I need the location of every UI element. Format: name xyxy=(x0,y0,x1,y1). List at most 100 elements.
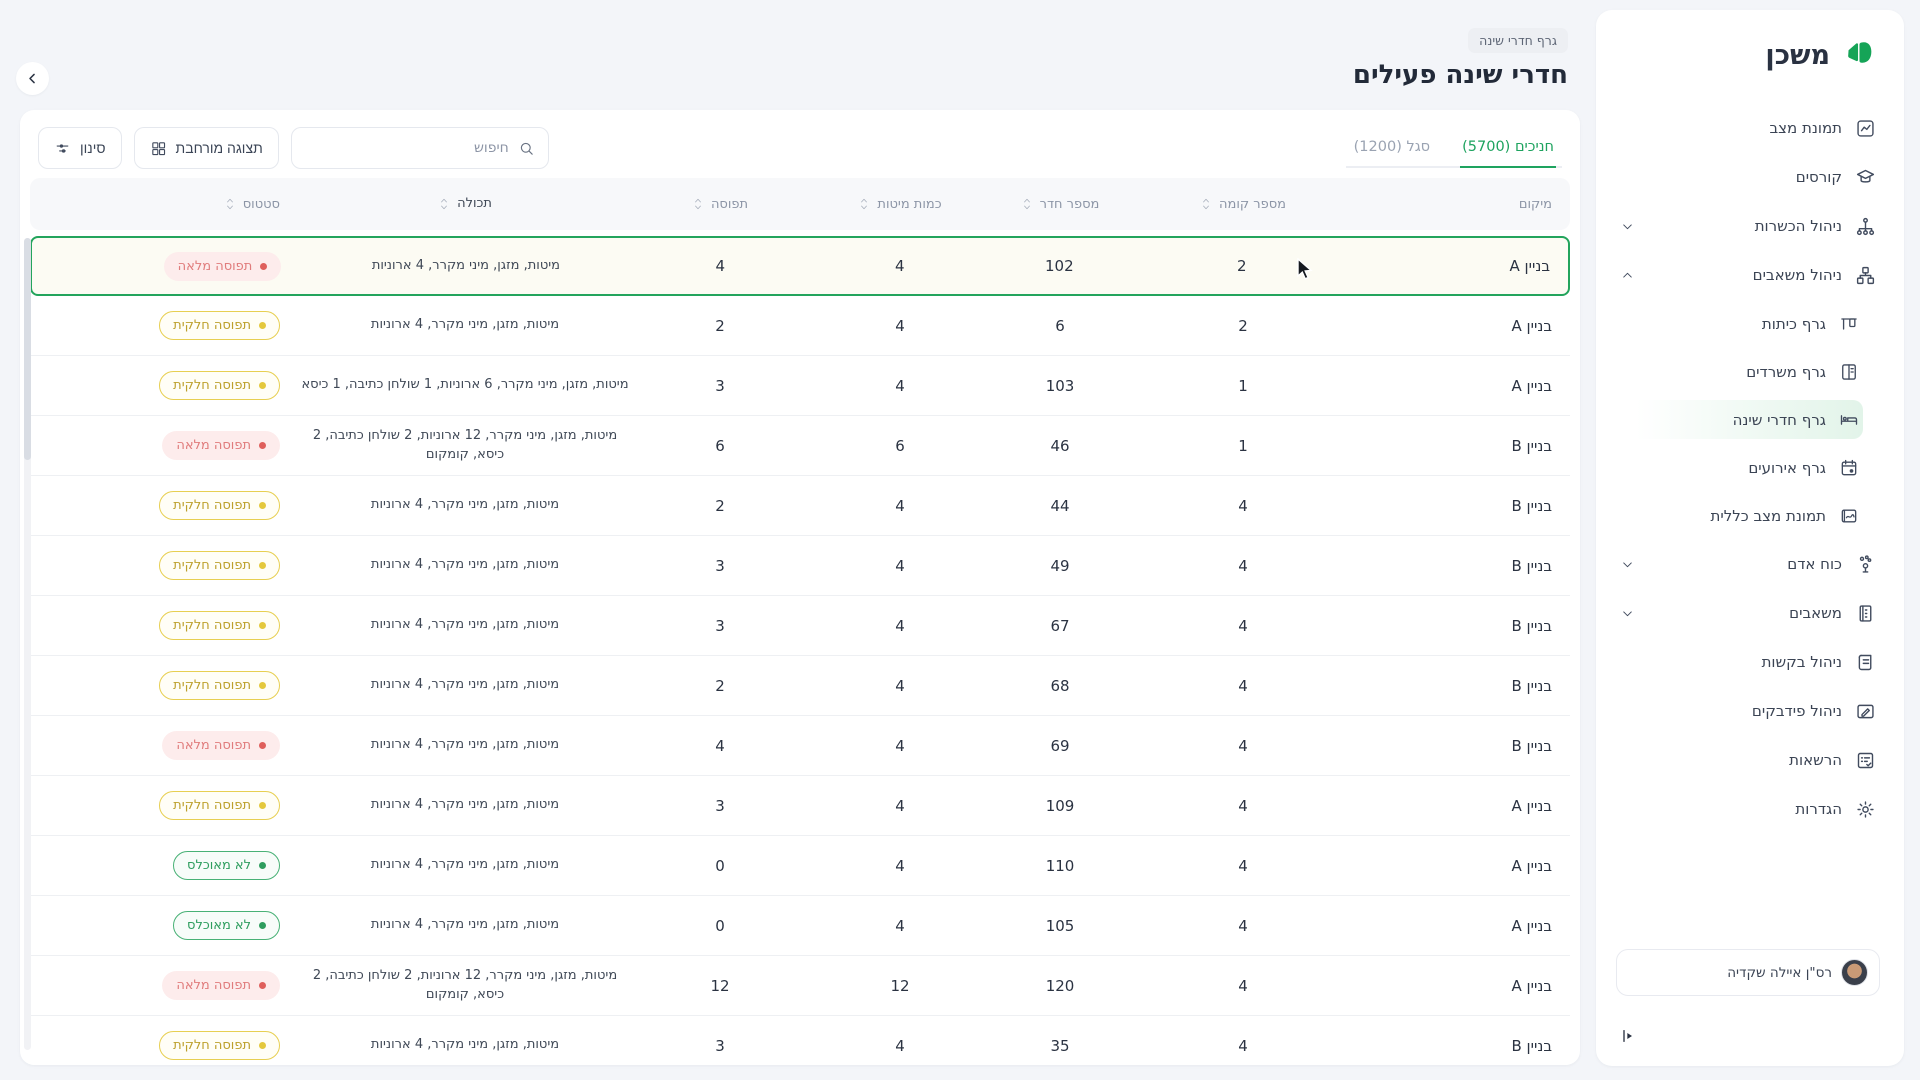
sidebar-item-label: הרשאות xyxy=(1789,751,1842,769)
status-dot-icon xyxy=(259,682,266,689)
cell-occupancy: 2 xyxy=(630,317,810,335)
cell-floor: 4 xyxy=(1130,1037,1356,1055)
table-row[interactable]: בניין A 4 120 12 12 מיטות, מזגן, מיני מק… xyxy=(30,956,1570,1016)
table-row[interactable]: בניין A 4 109 4 3 מיטות, מזגן, מיני מקרר… xyxy=(30,776,1570,836)
checklist-icon xyxy=(1855,750,1876,771)
cell-location: בניין A xyxy=(1356,977,1570,995)
sidebar-item-resource-management[interactable]: ניהול משאבים xyxy=(1616,255,1880,295)
page-title: חדרי שינה פעילים xyxy=(1353,60,1568,90)
column-header-occupancy[interactable]: תפוסה xyxy=(630,197,810,212)
table-row[interactable]: בניין B 4 67 4 3 מיטות, מזגן, מיני מקרר,… xyxy=(30,596,1570,656)
status-badge: תפוסה חלקית xyxy=(159,551,280,580)
cell-status: לא מאוכלס xyxy=(30,911,300,940)
tab-staff[interactable]: סגל (1200) xyxy=(1352,129,1432,166)
cell-location: בניין B xyxy=(1356,677,1570,695)
cell-location: בניין A xyxy=(1356,317,1570,335)
cell-contents: מיטות, מזגן, מיני מקרר, 6 ארוניות, 1 שול… xyxy=(300,376,630,395)
table-row[interactable]: בניין A 1 103 4 3 מיטות, מזגן, מיני מקרר… xyxy=(30,356,1570,416)
cell-occupancy: 0 xyxy=(630,857,810,875)
search-input[interactable] xyxy=(305,140,509,156)
table-row[interactable]: בניין B 4 49 4 3 מיטות, מזגן, מיני מקרר,… xyxy=(30,536,1570,596)
cell-status: תפוסה חלקית xyxy=(30,671,300,700)
cell-location: בניין B xyxy=(1356,497,1570,515)
graduation-cap-icon xyxy=(1855,167,1876,188)
table-row[interactable]: בניין B 1 46 6 6 מיטות, מזגן, מיני מקרר,… xyxy=(30,416,1570,476)
cell-location: בניין B xyxy=(1356,557,1570,575)
sidebar-item-feedback-management[interactable]: ניהול פידבקים xyxy=(1616,691,1880,731)
sidebar-item-training-management[interactable]: ניהול הכשרות xyxy=(1616,206,1880,246)
status-badge: תפוסה מלאה xyxy=(162,731,280,760)
chevron-up-icon xyxy=(1620,268,1635,283)
cell-occupancy: 3 xyxy=(630,377,810,395)
sidebar-item-resources[interactable]: משאבים xyxy=(1616,593,1880,633)
table-row[interactable]: בניין B 4 68 4 2 מיטות, מזגן, מיני מקרר,… xyxy=(30,656,1570,716)
sidebar-item-label: גרף אירועים xyxy=(1748,459,1826,477)
column-header-location[interactable]: מיקום xyxy=(1356,197,1570,212)
cell-room: 35 xyxy=(990,1037,1130,1055)
calendar-icon xyxy=(1839,458,1859,478)
sort-icon xyxy=(1021,197,1033,211)
sidebar-item-general-status[interactable]: תמונת מצב כללית xyxy=(1616,496,1863,535)
cell-occupancy: 3 xyxy=(630,797,810,815)
status-label: תפוסה חלקית xyxy=(173,798,251,813)
cell-floor: 2 xyxy=(1130,317,1356,335)
column-header-floor[interactable]: מספר קומה xyxy=(1130,197,1356,212)
sidebar-item-requests-management[interactable]: ניהול בקשות xyxy=(1616,642,1880,682)
filter-button[interactable]: סינון xyxy=(38,127,122,169)
column-header-beds[interactable]: כמות מיטות xyxy=(810,197,990,212)
sidebar-item-courses[interactable]: קורסים xyxy=(1616,157,1880,197)
cell-beds: 12 xyxy=(810,977,990,995)
column-header-contents[interactable]: תכולה xyxy=(300,195,630,214)
table-row[interactable]: בניין A 2 6 4 2 מיטות, מזגן, מיני מקרר, … xyxy=(30,296,1570,356)
cell-beds: 4 xyxy=(810,617,990,635)
sidebar-item-label: קורסים xyxy=(1796,168,1842,186)
cell-location: בניין B xyxy=(1356,617,1570,635)
table-row[interactable]: בניין B 4 69 4 4 מיטות, מזגן, מיני מקרר,… xyxy=(30,716,1570,776)
vertical-scrollbar[interactable] xyxy=(24,238,31,1050)
cell-room: 6 xyxy=(990,317,1130,335)
sort-icon xyxy=(1200,197,1212,211)
cell-room: 105 xyxy=(990,917,1130,935)
cell-status: תפוסה חלקית xyxy=(30,311,300,340)
cell-status: תפוסה מלאה xyxy=(30,971,300,1000)
tab-trainees[interactable]: חניכים (5700) xyxy=(1460,129,1556,168)
cell-floor: 1 xyxy=(1130,377,1356,395)
table-row[interactable]: בניין B 4 44 4 2 מיטות, מזגן, מיני מקרר,… xyxy=(30,476,1570,536)
expanded-view-button[interactable]: תצוגה מורחבת xyxy=(134,127,279,169)
cell-contents: מיטות, מזגן, מיני מקרר, 12 ארוניות, 2 שו… xyxy=(300,427,630,465)
sidebar-item-human-resources[interactable]: כוח אדם xyxy=(1616,544,1880,584)
sidebar-item-status-picture[interactable]: תמונת מצב xyxy=(1616,108,1880,148)
back-button[interactable] xyxy=(16,62,49,95)
table-row[interactable]: בניין B 4 35 4 3 מיטות, מזגן, מיני מקרר,… xyxy=(30,1016,1570,1065)
user-card[interactable]: רס"ן איילה שקדיה xyxy=(1616,949,1880,996)
cell-location: בניין A xyxy=(1356,857,1570,875)
cell-room: 46 xyxy=(990,437,1130,455)
column-header-status[interactable]: סטטוס xyxy=(30,197,300,212)
filter-icon xyxy=(54,140,71,157)
status-badge: תפוסה מלאה xyxy=(162,971,280,1000)
sidebar-item-settings[interactable]: הגדרות xyxy=(1616,789,1880,829)
table-row[interactable]: בניין A 4 110 4 0 מיטות, מזגן, מיני מקרר… xyxy=(30,836,1570,896)
sidebar-item-offices-chart[interactable]: גרף משרדים xyxy=(1616,352,1863,391)
column-header-room[interactable]: מספר חדר xyxy=(990,197,1130,212)
sidebar-item-permissions[interactable]: הרשאות xyxy=(1616,740,1880,780)
document-scroll-icon xyxy=(1855,652,1876,673)
cell-room: 120 xyxy=(990,977,1130,995)
chart-line-icon xyxy=(1855,118,1876,139)
sidebar-item-events-chart[interactable]: גרף אירועים xyxy=(1616,448,1863,487)
sidebar-item-sleep-rooms-chart[interactable]: גרף חדרי שינה xyxy=(1616,400,1863,439)
status-dot-icon xyxy=(260,263,267,270)
sidebar-collapse-button[interactable] xyxy=(1616,1024,1640,1048)
cell-room: 67 xyxy=(990,617,1130,635)
table-row[interactable]: בניין A 2 102 4 4 מיטות, מזגן, מיני מקרר… xyxy=(30,236,1570,296)
sidebar-nav: תמונת מצב קורסים ניהול הכשרות ניהול משאב… xyxy=(1616,108,1880,838)
scrollbar-thumb[interactable] xyxy=(24,238,31,460)
cell-occupancy: 3 xyxy=(630,1037,810,1055)
status-dot-icon xyxy=(259,1042,266,1049)
status-label: תפוסה חלקית xyxy=(173,1038,251,1053)
table-row[interactable]: בניין A 4 105 4 0 מיטות, מזגן, מיני מקרר… xyxy=(30,896,1570,956)
cell-location: בניין B xyxy=(1356,737,1570,755)
status-label: תפוסה חלקית xyxy=(173,378,251,393)
cell-room: 103 xyxy=(990,377,1130,395)
sidebar-item-classrooms-chart[interactable]: גרף כיתות xyxy=(1616,304,1863,343)
